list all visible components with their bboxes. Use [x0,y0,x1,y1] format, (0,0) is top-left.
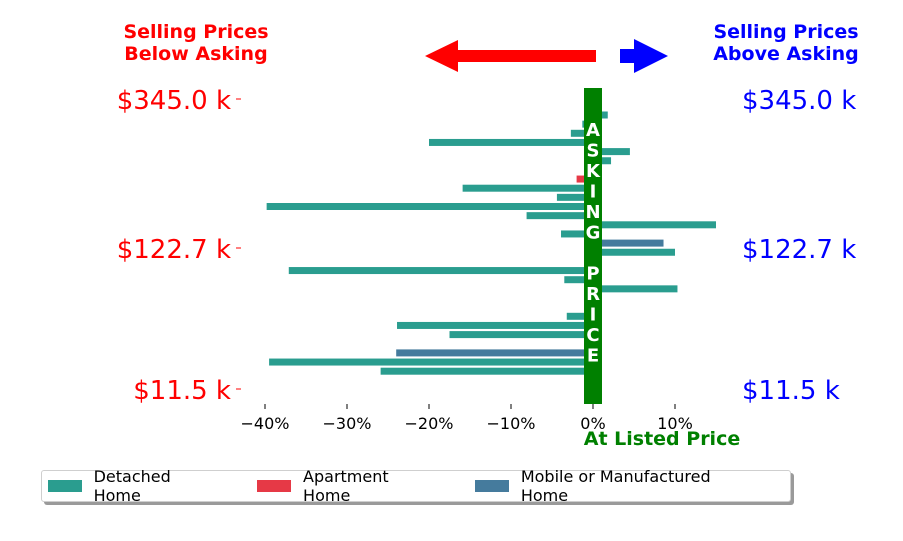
legend-label-detached: Detached Home [93,467,171,505]
asking-letter: P [586,264,599,285]
asking-letter: A [586,120,600,141]
asking-letter: S [587,141,600,162]
bar [566,312,593,320]
header-left-line2: Below Asking [124,43,267,65]
bar [570,129,593,137]
asking-letter: C [586,325,599,346]
bar [593,285,678,293]
bar [266,203,593,210]
legend-item-mobile: Mobile or Manufactured Home [475,467,760,505]
x-tick-label: −20% [405,414,454,433]
bar [269,358,593,366]
x-tick-label: −30% [323,414,372,433]
bar [288,267,593,275]
bar [449,331,593,339]
bar [561,230,593,238]
bar [564,276,593,284]
bar [556,193,593,201]
legend-swatch-apartment [257,480,292,492]
legend-swatch-detached [48,480,82,492]
bar [593,239,664,247]
x-tick-label: −40% [241,414,290,433]
asking-letter: I [590,182,597,203]
right-arrow-icon [620,39,668,73]
header-left-line1: Selling Prices [123,21,268,43]
bar [526,212,593,220]
left-tick-label: $345.0 k [117,86,231,116]
x-axis-label: At Listed Price [584,428,740,450]
left-tick-label: $11.5 k [133,376,231,406]
asking-letter: I [590,305,597,326]
bar [380,367,593,375]
bar [429,138,593,146]
bar [396,349,593,357]
legend-label-apartment: Apartment Home [303,467,389,505]
bar [593,148,630,156]
legend-label-mobile: Mobile or Manufactured Home [520,467,711,505]
header-right-line2: Above Asking [713,43,859,65]
right-tick-label: $11.5 k [742,376,840,406]
asking-letter: E [587,346,599,367]
asking-letter: G [586,223,601,244]
left-arrow-icon [425,40,596,72]
x-tick-label: 10% [657,414,693,433]
legend-swatch-mobile [475,480,509,492]
right-tick-label: $345.0 k [742,86,856,116]
asking-letter: R [586,284,600,305]
bar [397,321,593,329]
legend-item-detached: Detached Home [48,467,221,505]
legend: Detached Home Apartment Home Mobile or M… [41,467,791,505]
asking-letter: K [586,161,601,182]
right-tick-label: $122.7 k [742,235,856,265]
x-tick-label: −10% [487,414,536,433]
bar [593,248,675,256]
bar [593,157,612,165]
left-tick-label: $122.7 k [117,235,231,265]
legend-item-apartment: Apartment Home [257,467,439,505]
x-tick-label: 0% [580,414,605,433]
bar [593,221,716,229]
asking-letter: N [585,202,600,223]
asking-price-bar [584,88,602,404]
header-right-line1: Selling Prices [713,21,858,43]
bar [462,184,593,192]
